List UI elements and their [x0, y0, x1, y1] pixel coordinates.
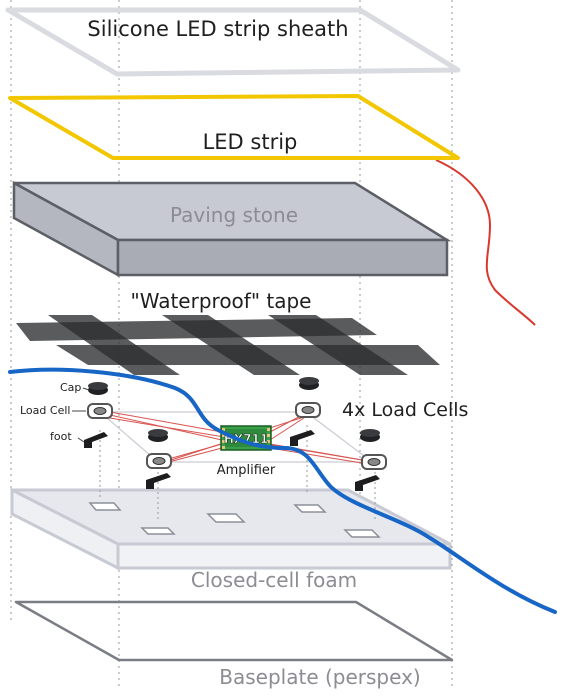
- label-baseplate: Baseplate (perspex): [219, 665, 420, 689]
- callout-arrows: [72, 387, 90, 443]
- label-load-cells-count: 4x Load Cells: [342, 399, 468, 421]
- label-amplifier: Amplifier: [217, 463, 276, 478]
- data-cable: [8, 367, 557, 614]
- load-cell-2: [295, 402, 321, 418]
- label-tape: "Waterproof" tape: [131, 289, 312, 313]
- load-cell-1: [87, 403, 113, 419]
- paving-stone-layer: Paving stone: [12, 180, 452, 278]
- led-power-wire: [435, 159, 536, 326]
- load-cell-assembly: Cap Load Cell foot 4x Load Cells HX711 A…: [20, 377, 468, 520]
- alignment-guides: [10, 0, 453, 690]
- load-cell-caps: [88, 377, 380, 442]
- load-cells: [87, 402, 387, 470]
- label-chip: HX711: [224, 432, 268, 446]
- label-load-cell: Load Cell: [20, 404, 70, 417]
- led-strip-layer: LED strip: [8, 94, 460, 160]
- load-cell-3: [146, 453, 172, 469]
- waterproof-tape-layer: "Waterproof" tape: [16, 289, 440, 375]
- baseplate-layer: Baseplate (perspex): [14, 600, 454, 689]
- load-cell-4: [361, 454, 387, 470]
- label-led-strip: LED strip: [203, 130, 298, 154]
- label-foot: foot: [50, 430, 72, 443]
- silicone-sheath-layer: Silicone LED strip sheath: [5, 7, 461, 77]
- label-cap: Cap: [60, 381, 81, 394]
- label-paving-stone: Paving stone: [170, 203, 298, 227]
- load-cell-feet: [84, 430, 380, 491]
- closed-cell-foam-layer: Closed-cell foam: [10, 487, 452, 592]
- label-sheath: Silicone LED strip sheath: [87, 17, 348, 41]
- label-foam: Closed-cell foam: [191, 568, 357, 592]
- hx711-amplifier: HX711: [220, 425, 272, 451]
